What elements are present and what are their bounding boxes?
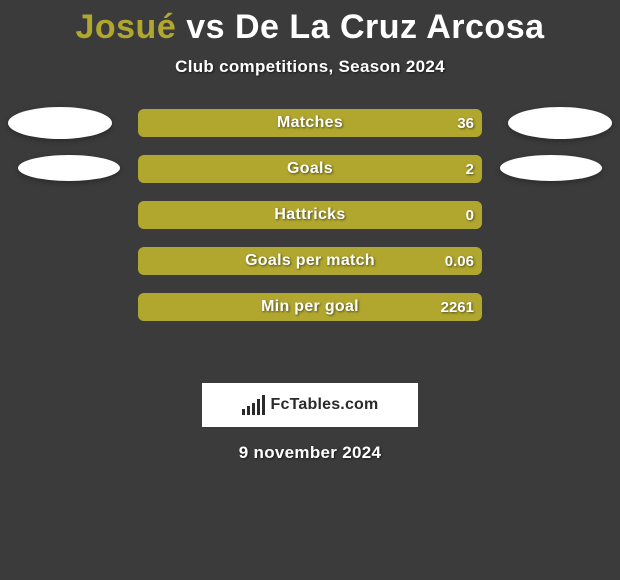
- stat-row-min-per-goal: Min per goal 2261: [138, 293, 482, 321]
- brand-text: FcTables.com: [271, 396, 379, 414]
- stat-label: Matches: [138, 109, 482, 137]
- stat-label: Min per goal: [138, 293, 482, 321]
- stat-row-hattricks: Hattricks 0: [138, 201, 482, 229]
- player1-avatar-secondary-icon: [18, 155, 120, 181]
- page-root: Josué vs De La Cruz Arcosa Club competit…: [0, 0, 620, 580]
- title-player1: Josué: [75, 8, 176, 46]
- stat-value-right: 0.06: [445, 247, 474, 275]
- subtitle: Club competitions, Season 2024: [0, 57, 620, 77]
- stat-label: Goals per match: [138, 247, 482, 275]
- stat-value-right: 2: [466, 155, 474, 183]
- stat-row-matches: Matches 36: [138, 109, 482, 137]
- brand-box: FcTables.com: [202, 383, 418, 427]
- date-text: 9 november 2024: [0, 443, 620, 463]
- title-vs: vs: [186, 8, 225, 46]
- brand-bar: [257, 399, 260, 415]
- stats-arena: Matches 36 Goals 2 Hattricks 0: [0, 109, 620, 369]
- brand-bars-icon: [242, 395, 265, 415]
- page-title: Josué vs De La Cruz Arcosa: [0, 0, 620, 47]
- stat-value-right: 36: [457, 109, 474, 137]
- title-player2: De La Cruz Arcosa: [235, 8, 545, 46]
- stat-row-goals-per-match: Goals per match 0.06: [138, 247, 482, 275]
- brand-bar: [252, 403, 255, 415]
- brand-bar: [262, 395, 265, 415]
- player2-avatar-icon: [508, 107, 612, 139]
- stat-label: Hattricks: [138, 201, 482, 229]
- brand-bar: [242, 409, 245, 415]
- player2-avatar-secondary-icon: [500, 155, 602, 181]
- stat-value-right: 0: [466, 201, 474, 229]
- stat-value-right: 2261: [441, 293, 474, 321]
- stat-label: Goals: [138, 155, 482, 183]
- player1-avatar-icon: [8, 107, 112, 139]
- stat-row-goals: Goals 2: [138, 155, 482, 183]
- stat-rows: Matches 36 Goals 2 Hattricks 0: [138, 109, 482, 339]
- brand-bar: [247, 406, 250, 415]
